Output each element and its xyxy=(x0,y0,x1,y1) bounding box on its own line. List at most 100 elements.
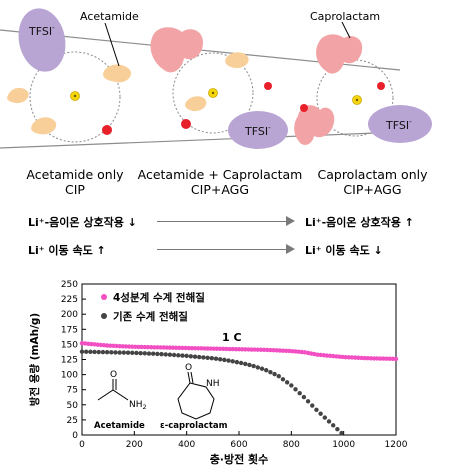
caprolactam-structure xyxy=(177,371,215,420)
data-point-dark xyxy=(155,351,160,357)
row1-arrow-line xyxy=(157,221,287,222)
row1-left-text: Li⁺-음이온 상호작용 ↓ xyxy=(28,216,137,229)
x-tick-label: 200 xyxy=(126,440,143,450)
y-tick-label: 175 xyxy=(61,325,78,335)
data-point-pink xyxy=(136,344,141,350)
data-point-dark xyxy=(150,351,156,356)
row2-left-text: Li⁺ 이동 속도 ↑ xyxy=(28,244,106,257)
data-point-dark xyxy=(268,369,273,375)
cluster-mixed: TFSI- xyxy=(150,27,288,149)
x-tick-label: 600 xyxy=(230,440,247,450)
data-point-dark xyxy=(222,357,227,363)
chart-legend: 4성분계 수계 전해질 기존 수계 전해질 xyxy=(101,291,205,323)
acetamide-molecule xyxy=(103,64,132,83)
data-point-pink xyxy=(343,354,348,360)
data-point-dark xyxy=(289,383,294,388)
data-point-dark xyxy=(226,358,231,363)
caprolactam-co-bond xyxy=(187,371,191,384)
solvation-schematic: TFSI- Acetamide TFSI- TFSI- Caprolactam xyxy=(0,8,432,149)
tfsi-label: TFSI- xyxy=(385,118,412,132)
data-point-pink xyxy=(158,345,163,350)
x-tick-label: 0 xyxy=(79,440,85,450)
data-point-dark xyxy=(117,350,122,355)
data-point-pink xyxy=(152,345,157,350)
li-ion xyxy=(181,119,191,129)
solvation-shell xyxy=(316,59,394,137)
data-point-dark xyxy=(163,352,168,357)
data-point-pink xyxy=(148,345,154,350)
data-point-pink xyxy=(283,348,289,354)
data-point-dark xyxy=(176,353,181,358)
acetamide-structure xyxy=(97,379,129,401)
y-tick-label: 0 xyxy=(72,431,78,441)
data-point-pink xyxy=(387,356,392,361)
data-point-pink xyxy=(261,347,267,353)
data-point-dark xyxy=(79,349,85,354)
data-point-pink xyxy=(277,348,283,353)
data-point-pink xyxy=(167,345,173,350)
li-ion xyxy=(264,82,272,90)
data-point-pink xyxy=(108,343,113,348)
data-point-pink xyxy=(123,344,129,349)
acetamide-nh2-atom: NH2 xyxy=(129,400,147,411)
data-point-pink xyxy=(133,344,138,350)
data-point-dark xyxy=(201,355,206,360)
data-point-pink xyxy=(195,346,201,351)
caprolactam-molecule xyxy=(316,34,363,74)
data-point-dark xyxy=(238,360,244,366)
data-point-dark xyxy=(314,407,319,412)
column-label-mixed: Acetamide + Caprolactam CIP+AGG xyxy=(135,167,305,197)
y-tick-label: 75 xyxy=(67,386,78,396)
data-point-pink xyxy=(170,345,176,350)
data-point-dark xyxy=(146,351,152,356)
data-point-dark xyxy=(310,403,315,408)
tfsi-anion xyxy=(368,105,432,143)
data-point-pink xyxy=(362,355,367,361)
data-point-dark xyxy=(339,430,344,436)
li-ion xyxy=(377,82,385,90)
data-point-dark xyxy=(134,350,139,356)
data-point-pink xyxy=(174,345,179,350)
data-point-dark xyxy=(272,371,277,377)
data-point-pink xyxy=(177,345,182,351)
li-center-core xyxy=(355,98,359,102)
legend-label-dark: 기존 수계 전해질 xyxy=(113,310,188,323)
data-point-pink xyxy=(280,348,286,353)
data-point-pink xyxy=(265,347,270,353)
data-point-dark xyxy=(104,350,110,355)
data-point-pink xyxy=(384,356,389,361)
column-subtitle: CIP xyxy=(65,182,85,197)
data-point-pink xyxy=(356,355,361,360)
data-point-pink xyxy=(368,356,374,361)
data-point-pink xyxy=(208,346,213,351)
x-tick-label: 800 xyxy=(283,440,300,450)
data-point-pink xyxy=(164,345,169,350)
data-point-pink xyxy=(199,346,204,351)
data-point-dark xyxy=(197,354,202,360)
data-point-pink xyxy=(202,346,207,351)
y-tick-label: 150 xyxy=(61,340,78,350)
legend-marker-pink xyxy=(101,294,107,300)
data-point-pink xyxy=(252,347,257,352)
y-tick-label: 200 xyxy=(61,310,78,320)
data-point-dark xyxy=(113,350,118,355)
chart-axes: 0 200 400 600 800 1000 1200 0 25 50 75 100 125 150 175… xyxy=(28,280,408,466)
caprolactam-nh-atom: NH xyxy=(206,379,220,389)
tfsi-anion xyxy=(228,111,288,149)
column-title: Caprolactam only xyxy=(317,167,428,182)
data-point-pink xyxy=(130,344,135,349)
data-point-dark xyxy=(184,353,189,359)
data-point-pink xyxy=(117,343,122,349)
data-point-pink xyxy=(227,346,232,352)
acetamide-pointer xyxy=(104,22,120,67)
caprolactam-ring xyxy=(177,382,215,420)
data-point-pink xyxy=(393,356,399,362)
li-center-core xyxy=(211,91,215,95)
acetamide-bonds xyxy=(97,389,129,401)
x-axis-label: 충·방전 횟수 xyxy=(210,452,269,466)
caprolactam-co-double xyxy=(190,371,194,384)
caprolactam-structure-label: ε-caprolactam xyxy=(160,421,228,431)
rate-annotation: 1 C xyxy=(222,331,242,344)
data-point-pink xyxy=(236,347,242,352)
x-tick-label: 1000 xyxy=(332,440,355,450)
